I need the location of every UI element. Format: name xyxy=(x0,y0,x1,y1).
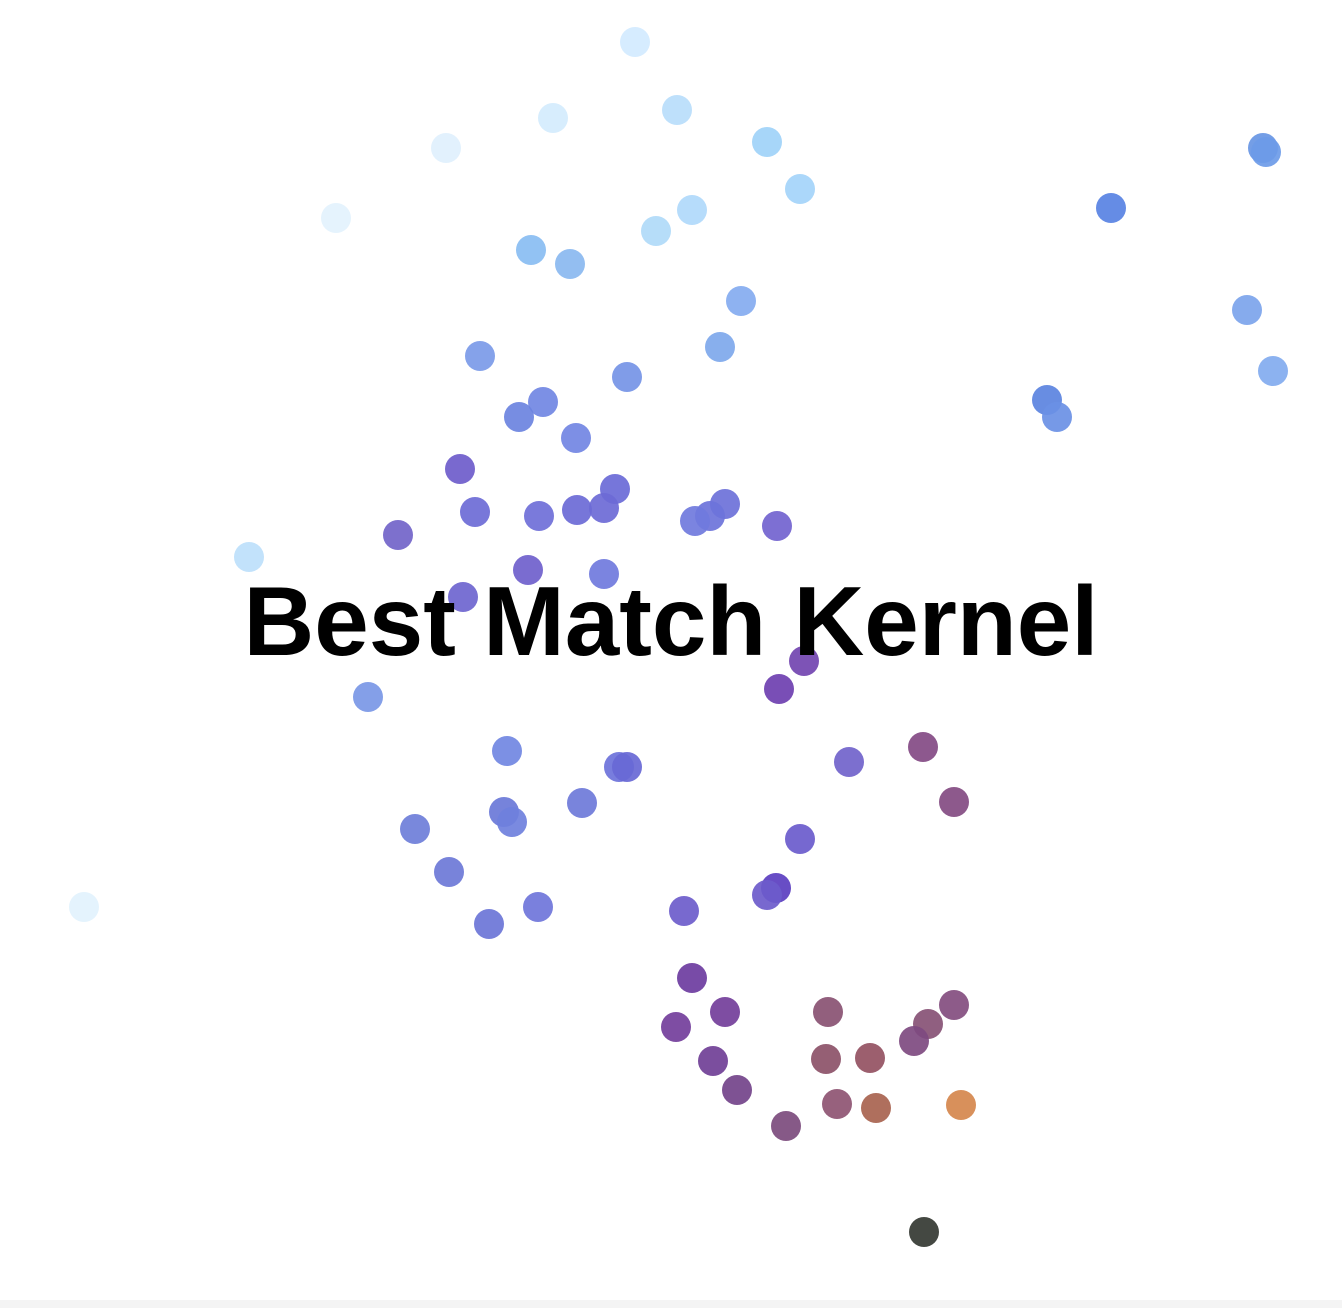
scatter-point xyxy=(497,807,527,837)
scatter-point xyxy=(589,559,619,589)
scatter-point xyxy=(899,1026,929,1056)
scatter-point xyxy=(939,787,969,817)
scatter-point xyxy=(465,341,495,371)
scatter-point xyxy=(561,423,591,453)
scatter-point xyxy=(785,824,815,854)
scatter-point xyxy=(1232,295,1262,325)
scatter-point xyxy=(504,402,534,432)
scatter-point xyxy=(69,892,99,922)
scatter-point xyxy=(680,506,710,536)
scatter-point xyxy=(1258,356,1288,386)
scatter-point xyxy=(562,495,592,525)
scatter-point xyxy=(677,195,707,225)
scatter-point xyxy=(383,520,413,550)
scatter-point xyxy=(612,362,642,392)
scatter-point xyxy=(460,497,490,527)
scatter-point xyxy=(705,332,735,362)
scatter-point xyxy=(855,1043,885,1073)
scatter-point xyxy=(662,95,692,125)
scatter-point xyxy=(822,1089,852,1119)
scatter-point xyxy=(861,1093,891,1123)
scatter-point xyxy=(811,1044,841,1074)
scatter-point xyxy=(789,646,819,676)
scatter-point xyxy=(612,752,642,782)
scatter-point xyxy=(589,493,619,523)
scatter-point xyxy=(234,542,264,572)
points-layer xyxy=(69,27,1288,1247)
scatter-point xyxy=(353,682,383,712)
scatter-point xyxy=(909,1217,939,1247)
scatter-point xyxy=(513,555,543,585)
scatter-point xyxy=(722,1075,752,1105)
scatter-point xyxy=(698,1046,728,1076)
scatter-point xyxy=(1251,137,1281,167)
scatter-point xyxy=(516,235,546,265)
scatter-point xyxy=(431,133,461,163)
chart-title: Best Match Kernel xyxy=(243,566,1098,676)
scatter-point xyxy=(762,511,792,541)
scatter-point xyxy=(321,203,351,233)
scatter-point xyxy=(677,963,707,993)
scatter-point xyxy=(524,501,554,531)
scatter-point xyxy=(620,27,650,57)
scatter-point xyxy=(726,286,756,316)
scatter-point xyxy=(538,103,568,133)
scatter-point xyxy=(946,1090,976,1120)
scatter-point xyxy=(1042,402,1072,432)
scatter-point xyxy=(764,674,794,704)
scatter-point xyxy=(434,857,464,887)
scatter-point xyxy=(445,454,475,484)
scatter-point xyxy=(813,997,843,1027)
scatter-point xyxy=(1096,193,1126,223)
scatter-point xyxy=(908,732,938,762)
scatter-point xyxy=(474,909,504,939)
scatter-point xyxy=(641,216,671,246)
scatter-point xyxy=(528,387,558,417)
scatter-point xyxy=(710,997,740,1027)
scatter-point xyxy=(834,747,864,777)
scatter-point xyxy=(555,249,585,279)
scatter-point xyxy=(669,896,699,926)
scatter-point xyxy=(400,814,430,844)
scatter-point xyxy=(771,1111,801,1141)
scatter-point xyxy=(939,990,969,1020)
scatter-point xyxy=(523,892,553,922)
scatter-point xyxy=(448,582,478,612)
scatter-point xyxy=(752,880,782,910)
scatter-point xyxy=(752,127,782,157)
scatter-point xyxy=(492,736,522,766)
scatter-point xyxy=(661,1012,691,1042)
scatter-point xyxy=(567,788,597,818)
bottom-strip xyxy=(0,1300,1342,1308)
scatter-point xyxy=(785,174,815,204)
